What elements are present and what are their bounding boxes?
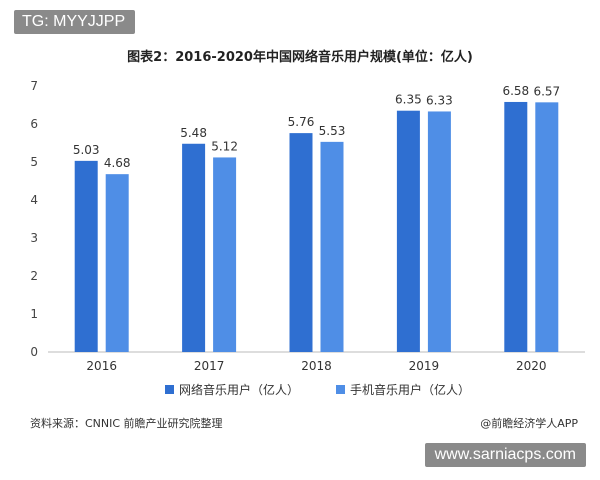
y-tick-label: 6 — [30, 117, 38, 131]
y-tick-label: 7 — [30, 79, 38, 93]
y-tick-label: 4 — [30, 193, 38, 207]
x-tick-label: 2018 — [301, 359, 332, 373]
data-label: 5.53 — [319, 124, 346, 138]
y-tick-label: 5 — [30, 155, 38, 169]
bar-mobile-music — [535, 102, 559, 352]
tg-tag: TG: MYYJJPP — [14, 10, 136, 34]
y-tick-label: 1 — [30, 307, 38, 321]
source-note: 资料来源：CNNIC 前瞻产业研究院整理 — [30, 417, 223, 430]
y-tick-label: 0 — [30, 345, 38, 359]
data-label: 6.35 — [395, 93, 422, 107]
x-tick-label: 2019 — [409, 359, 440, 373]
data-label: 5.12 — [211, 139, 238, 153]
y-tick-label: 3 — [30, 231, 38, 245]
x-tick-label: 2020 — [516, 359, 547, 373]
data-label: 4.68 — [104, 156, 131, 170]
site-watermark: www.sarniacps.com — [424, 443, 586, 467]
credit-note: @前瞻经济学人APP — [480, 417, 578, 430]
legend-swatch-internet-music — [165, 385, 174, 394]
data-label: 5.48 — [180, 126, 207, 140]
x-tick-label: 2016 — [86, 359, 117, 373]
bar-mobile-music — [213, 157, 237, 352]
bar-internet-music — [74, 160, 98, 352]
bar-internet-music — [182, 143, 206, 352]
bar-internet-music — [504, 101, 528, 353]
data-label: 6.33 — [426, 93, 453, 107]
data-label: 6.57 — [533, 84, 560, 98]
bar-mobile-music — [105, 174, 129, 352]
data-label: 5.03 — [73, 143, 100, 157]
data-label: 5.76 — [288, 115, 315, 129]
bar-internet-music — [289, 133, 313, 352]
bar-mobile-music — [320, 141, 344, 352]
data-label: 6.58 — [502, 84, 529, 98]
legend-swatch-mobile-music — [336, 385, 345, 394]
legend-label-mobile-music: 手机音乐用户（亿人） — [350, 382, 470, 397]
bar-chart: 0 1 2 3 4 5 6 7 5.03 4.68 2016 5.48 5.12 2017 5.76 5.53… — [30, 79, 585, 397]
x-tick-label: 2017 — [194, 359, 225, 373]
bar-mobile-music — [427, 111, 451, 353]
chart-title: 图表2：2016-2020年中国网络音乐用户规模(单位：亿人) — [127, 50, 473, 65]
bar-internet-music — [396, 110, 420, 352]
y-tick-label: 2 — [30, 269, 38, 283]
legend-label-internet-music: 网络音乐用户（亿人） — [179, 382, 299, 397]
